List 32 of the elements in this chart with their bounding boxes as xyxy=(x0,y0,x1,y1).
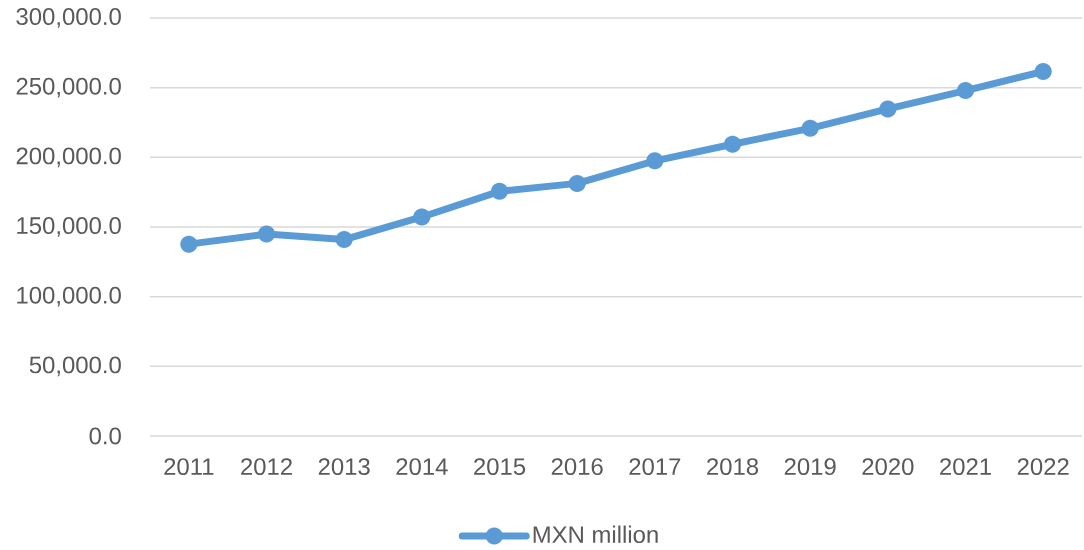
x-tick-label: 2018 xyxy=(707,458,759,476)
point xyxy=(801,119,819,137)
x-tick-label: 2022 xyxy=(1017,458,1069,476)
x-tick-label: 2014 xyxy=(396,458,448,476)
point xyxy=(879,100,897,118)
x-tick-label: 2012 xyxy=(241,458,292,476)
point xyxy=(723,135,742,153)
point xyxy=(956,82,975,100)
y-tick-label: 150,000.0 xyxy=(17,217,121,237)
point xyxy=(490,182,509,200)
x-tick-label: 2011 xyxy=(164,458,214,476)
y-tick-label: 0.0 xyxy=(89,427,121,445)
point xyxy=(257,225,276,243)
y-tick-label: 300,000.0 xyxy=(16,8,121,28)
point xyxy=(413,208,431,226)
x-tick-label: 2020 xyxy=(862,458,914,476)
point xyxy=(1034,62,1052,81)
point xyxy=(568,174,586,192)
x-tick-label: 2017 xyxy=(629,458,681,476)
x-tick-label: 2015 xyxy=(474,458,526,476)
y-tick-label: 200,000.0 xyxy=(16,147,121,168)
y-tick-label: 100,000.0 xyxy=(17,286,121,307)
point xyxy=(180,235,198,253)
x-tick-label: 2021 xyxy=(940,458,991,476)
point xyxy=(646,152,664,170)
x-tick-label: 2019 xyxy=(784,458,836,476)
point xyxy=(335,230,353,249)
x-tick-label: 2016 xyxy=(551,458,603,476)
legend-label: MXN million xyxy=(533,525,658,544)
y-tick-label: 50,000.0 xyxy=(29,356,121,377)
x-tick-label: 2013 xyxy=(318,458,370,476)
y-tick-label: 250,000.0 xyxy=(16,77,121,98)
